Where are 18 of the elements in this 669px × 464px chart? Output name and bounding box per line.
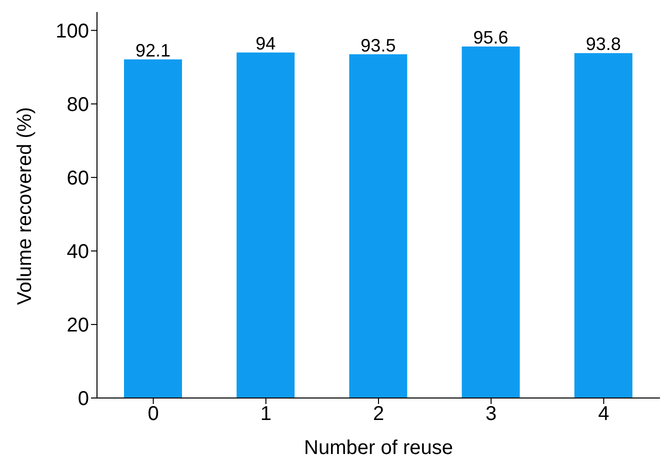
y-tick-label: 40 bbox=[66, 241, 89, 264]
x-tick-label: 0 bbox=[148, 403, 159, 426]
x-axis-title: Number of reuse bbox=[304, 437, 453, 459]
x-tick-label: 1 bbox=[260, 403, 272, 426]
data-label: 93.8 bbox=[586, 34, 621, 54]
data-label: 92.1 bbox=[135, 40, 171, 60]
y-tick-label: 80 bbox=[66, 94, 89, 116]
data-label: 94 bbox=[256, 33, 276, 54]
y-axis-title: Volume recovered (%) bbox=[14, 107, 36, 305]
x-tick-label: 2 bbox=[372, 403, 384, 426]
y-tick-label: 60 bbox=[66, 168, 89, 190]
data-label: 95.6 bbox=[473, 28, 508, 48]
y-tick-label: 0 bbox=[78, 388, 89, 410]
y-tick-label: 20 bbox=[66, 314, 89, 337]
x-tick-label: 4 bbox=[598, 403, 610, 426]
y-tick-label: 100 bbox=[56, 20, 89, 42]
x-tick-label: 3 bbox=[486, 403, 497, 426]
data-label: 93.5 bbox=[360, 35, 396, 56]
